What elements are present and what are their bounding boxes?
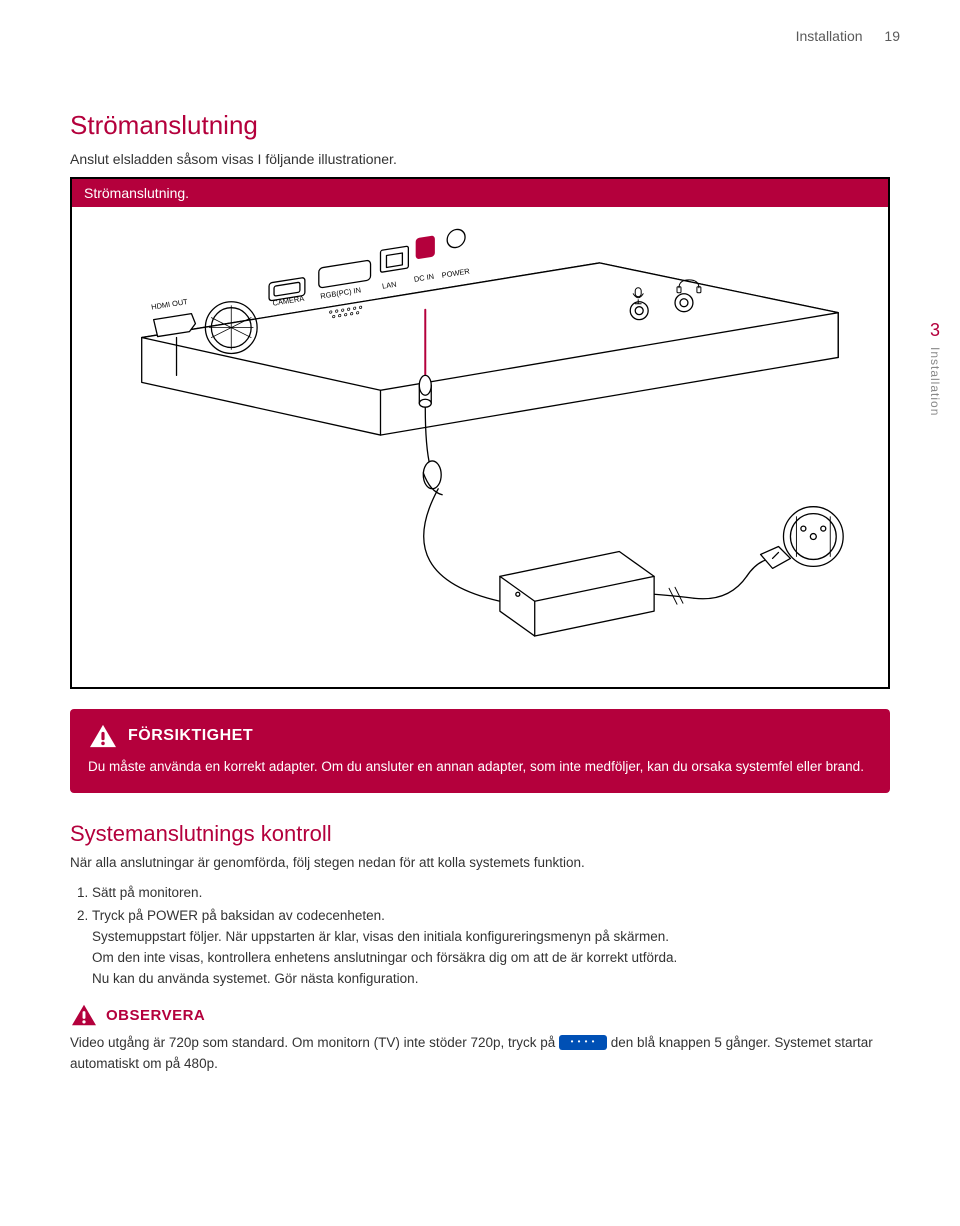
page-header: Installation 19: [796, 28, 900, 44]
note-body-pre: Video utgång är 720p som standard. Om mo…: [70, 1035, 559, 1050]
hdmi-out-label: HDMI OUT: [151, 297, 189, 312]
section-heading: Strömanslutning: [70, 110, 890, 141]
connection-diagram: HDMI OUT CAMERA RGB(PC) IN LAN DC IN POW…: [82, 217, 878, 677]
warning-icon: [88, 723, 118, 749]
steps-list: Sätt på monitoren. Tryck på POWER på bak…: [70, 883, 890, 990]
subsection-intro: När alla anslutningar är genomförda, föl…: [70, 853, 890, 873]
dc-in-label: DC IN: [413, 272, 434, 284]
warning-icon: [70, 1003, 98, 1027]
side-tab-number: 3: [928, 320, 942, 341]
caution-header: FÖRSIKTIGHET: [88, 723, 872, 749]
caution-box: FÖRSIKTIGHET Du måste använda en korrekt…: [70, 709, 890, 793]
side-tab-label: Installation: [928, 347, 942, 416]
list-item: Tryck på POWER på baksidan av codecenhet…: [92, 906, 890, 990]
note-body: Video utgång är 720p som standard. Om mo…: [70, 1033, 890, 1075]
side-tab: 3 Installation: [928, 320, 942, 416]
dc-in-port: [416, 217, 434, 259]
note-title: OBSERVERA: [106, 1007, 205, 1024]
note-header: OBSERVERA: [70, 1003, 890, 1027]
caution-body: Du måste använda en korrekt adapter. Om …: [88, 757, 872, 777]
rgb-pc-in-label: RGB(PC) IN: [320, 285, 362, 300]
subsection-heading: Systemanslutnings kontroll: [70, 821, 890, 847]
blue-button-icon: [559, 1035, 607, 1050]
list-item: Sätt på monitoren.: [92, 883, 890, 904]
caution-title: FÖRSIKTIGHET: [128, 727, 253, 745]
power-label: POWER: [441, 266, 471, 279]
figure-body: HDMI OUT CAMERA RGB(PC) IN LAN DC IN POW…: [72, 207, 888, 687]
figure-block: Strömanslutning.: [70, 177, 890, 689]
note-block: OBSERVERA Video utgång är 720p som stand…: [70, 1003, 890, 1075]
header-title: Installation: [796, 28, 863, 44]
section-intro: Anslut elsladden såsom visas I följande …: [70, 151, 890, 167]
main-content: Strömanslutning Anslut elsladden såsom v…: [70, 110, 890, 1075]
header-page-number: 19: [884, 28, 900, 44]
figure-caption: Strömanslutning.: [72, 179, 888, 207]
lan-label: LAN: [381, 280, 397, 291]
